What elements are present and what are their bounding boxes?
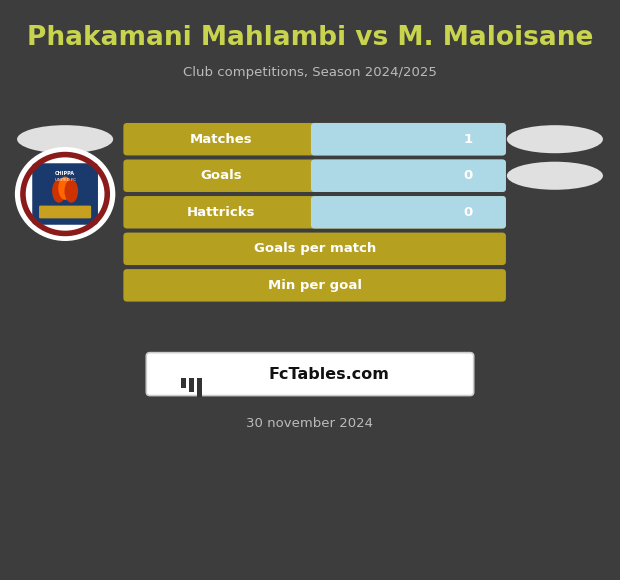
FancyBboxPatch shape xyxy=(314,163,337,188)
FancyBboxPatch shape xyxy=(123,269,506,302)
Bar xyxy=(181,378,186,388)
Ellipse shape xyxy=(64,180,78,203)
FancyBboxPatch shape xyxy=(314,126,337,152)
Text: 30 november 2024: 30 november 2024 xyxy=(247,417,373,430)
FancyBboxPatch shape xyxy=(123,233,506,265)
Ellipse shape xyxy=(507,125,603,153)
FancyBboxPatch shape xyxy=(311,160,506,192)
Text: 1: 1 xyxy=(464,133,473,146)
Text: 0: 0 xyxy=(464,206,473,219)
FancyBboxPatch shape xyxy=(39,206,91,219)
FancyBboxPatch shape xyxy=(314,200,337,225)
Ellipse shape xyxy=(58,176,72,200)
Circle shape xyxy=(20,152,110,237)
Text: FcTables.com: FcTables.com xyxy=(268,367,389,382)
Text: Goals: Goals xyxy=(200,169,242,182)
Ellipse shape xyxy=(52,180,66,203)
Ellipse shape xyxy=(507,162,603,190)
Ellipse shape xyxy=(17,125,113,153)
FancyBboxPatch shape xyxy=(123,123,506,155)
Bar xyxy=(197,378,202,397)
Text: Hattricks: Hattricks xyxy=(187,206,255,219)
Text: Min per goal: Min per goal xyxy=(268,279,361,292)
FancyBboxPatch shape xyxy=(311,123,506,155)
FancyBboxPatch shape xyxy=(123,160,506,192)
Text: UNITED FC: UNITED FC xyxy=(55,177,76,182)
Text: 0: 0 xyxy=(464,169,473,182)
FancyBboxPatch shape xyxy=(32,164,98,225)
Circle shape xyxy=(15,147,115,241)
FancyBboxPatch shape xyxy=(123,196,506,229)
FancyBboxPatch shape xyxy=(311,196,506,229)
Text: CHIPPA: CHIPPA xyxy=(55,171,75,176)
Text: Club competitions, Season 2024/2025: Club competitions, Season 2024/2025 xyxy=(183,66,437,79)
Text: Phakamani Mahlambi vs M. Maloisane: Phakamani Mahlambi vs M. Maloisane xyxy=(27,25,593,50)
FancyBboxPatch shape xyxy=(146,353,474,396)
Text: Matches: Matches xyxy=(190,133,252,146)
Bar xyxy=(189,378,194,392)
Text: Goals per match: Goals per match xyxy=(254,242,376,255)
